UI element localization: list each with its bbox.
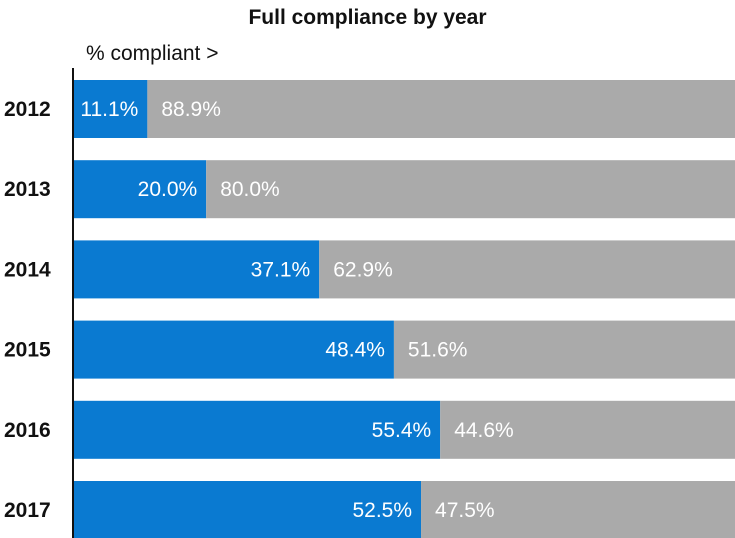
data-label-compliant-2016: 55.4% [372,419,432,442]
bar-noncompliant-2016 [440,400,735,459]
chart-title: Full compliance by year [248,6,487,29]
category-label-2017: 2017 [4,499,51,522]
bar-compliant-2013 [74,160,207,219]
data-label-compliant-2017: 52.5% [352,499,412,522]
category-label-2014: 2014 [4,258,51,281]
bar-compliant-2014 [74,240,320,299]
data-label-noncompliant-2017: 47.5% [435,499,495,522]
bar-compliant-2015 [74,320,394,379]
bar-noncompliant-2017 [421,481,735,538]
category-label-2016: 2016 [4,419,51,442]
data-label-compliant-2014: 37.1% [251,258,311,281]
bar-noncompliant-2015 [393,320,735,379]
bar-compliant-2016 [74,400,441,459]
bar-compliant-2017 [74,481,422,538]
x-axis-label: % compliant > [86,42,219,65]
data-label-noncompliant-2016: 44.6% [454,419,514,442]
bar-compliant-2012 [74,80,148,138]
data-label-compliant-2013: 20.0% [138,178,198,201]
data-label-noncompliant-2014: 62.9% [333,258,393,281]
bar-noncompliant-2012 [147,80,735,138]
bar-noncompliant-2013 [206,160,735,219]
data-label-noncompliant-2013: 80.0% [220,178,280,201]
category-label-2012: 2012 [4,98,51,121]
category-label-2015: 2015 [4,339,51,362]
data-label-compliant-2015: 48.4% [325,339,385,362]
data-label-noncompliant-2012: 88.9% [161,98,221,121]
bar-noncompliant-2014 [319,240,735,299]
category-label-2013: 2013 [4,178,51,201]
data-label-noncompliant-2015: 51.6% [408,339,468,362]
data-label-compliant-2012: 11.1% [80,98,138,121]
